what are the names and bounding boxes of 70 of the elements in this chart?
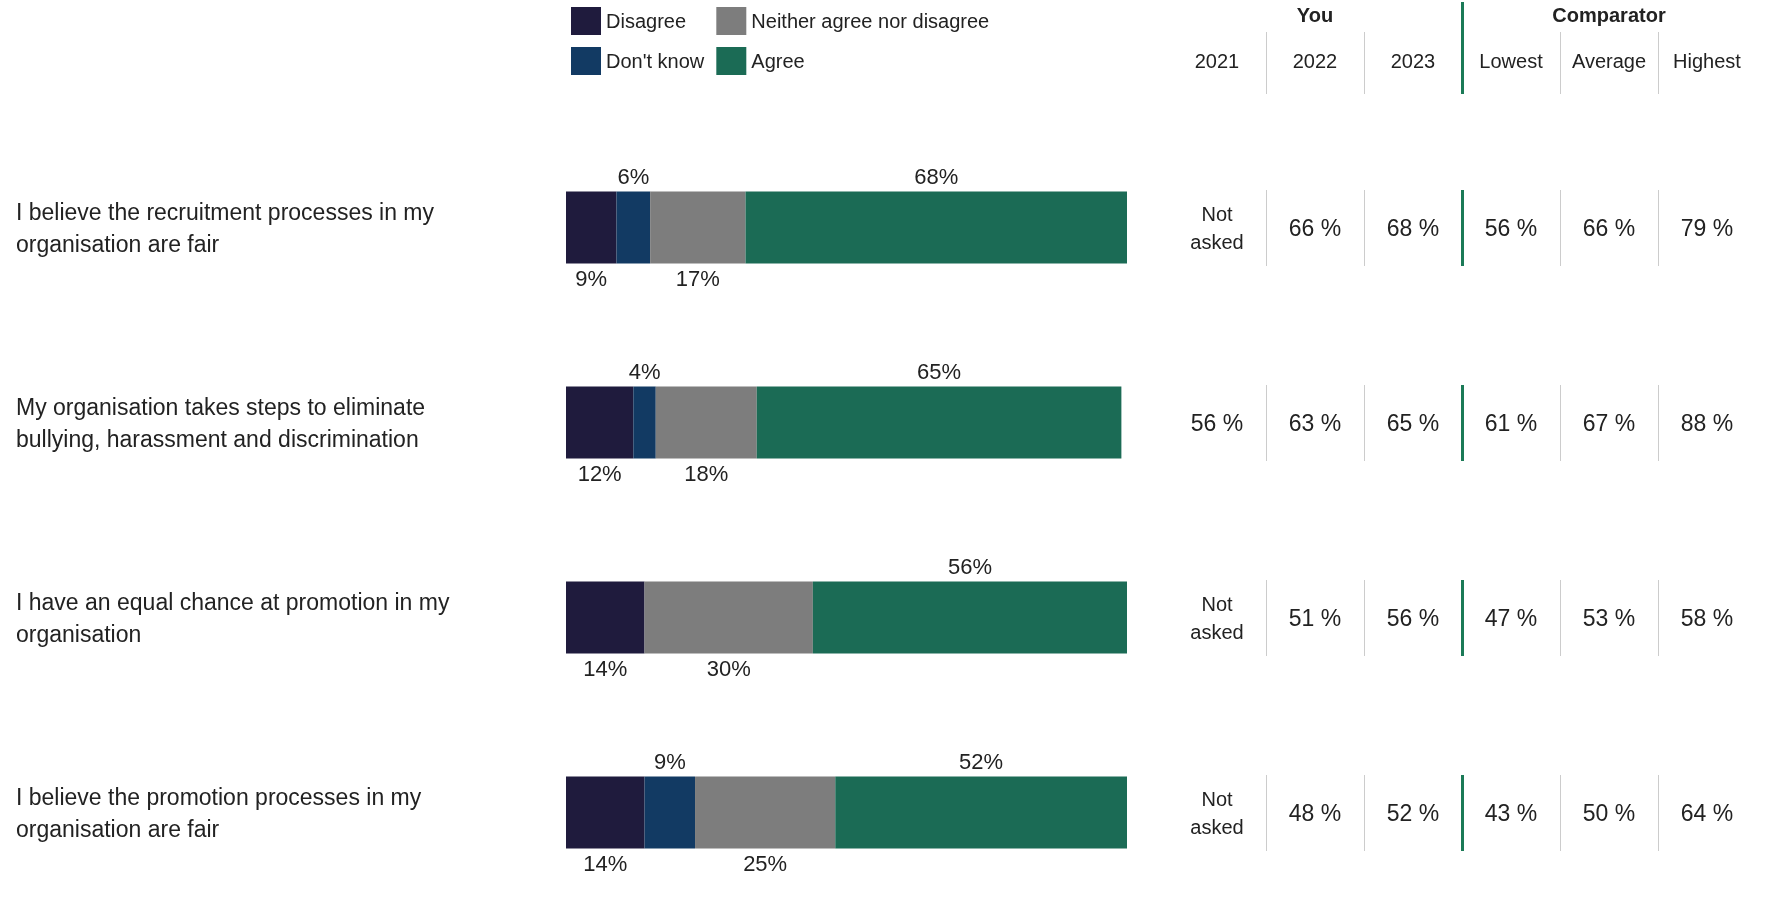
data-label: 14% [583, 851, 628, 876]
bar [616, 191, 651, 264]
text: 50 % [1582, 799, 1636, 826]
text: 51 % [1288, 604, 1342, 631]
text: 56 % [1190, 409, 1244, 436]
text: Not asked [1190, 592, 1244, 643]
text: 56 % [1484, 214, 1538, 241]
data-label: 9% [575, 266, 608, 291]
text: 47 % [1484, 604, 1538, 631]
text: Not asked [1190, 787, 1244, 838]
data-label: 25% [743, 851, 788, 876]
category-label: Highest [1672, 50, 1742, 73]
text: 88 % [1680, 409, 1734, 436]
data-label: 56% [947, 554, 992, 579]
data-label: 18% [684, 461, 729, 486]
data-label: 14% [583, 656, 628, 681]
text: You [1295, 4, 1335, 27]
data-label: 52% [959, 749, 1004, 774]
bar [566, 191, 617, 264]
text: 61 % [1484, 409, 1538, 436]
bar [655, 386, 757, 459]
y-tick-label: My organisation takes steps to eliminate bullying, harassment and discrimination [16, 393, 432, 452]
y-tick-label: I believe the recruitment processes in my organisation are fair [16, 198, 441, 257]
category-label: 2023 [1389, 50, 1437, 73]
data-label: 9% [653, 749, 686, 774]
data-label: 4% [628, 359, 661, 384]
text: 48 % [1288, 799, 1342, 826]
bar [566, 386, 634, 459]
text: Not asked [1190, 202, 1244, 253]
text: 79 % [1680, 214, 1734, 241]
text: 67 % [1582, 409, 1636, 436]
text: 43 % [1484, 799, 1538, 826]
text: Comparator [1551, 4, 1667, 27]
legend-label: Don't know [606, 50, 705, 72]
bar [812, 581, 1127, 654]
category-label: Average [1570, 50, 1648, 73]
text: 66 % [1582, 214, 1636, 241]
category-label: 2022 [1291, 50, 1339, 73]
legend-label: Neither agree nor disagree [751, 10, 990, 32]
bar [644, 776, 696, 849]
bar [695, 776, 836, 849]
y-tick-label: I have an equal chance at promotion in my organisation [16, 588, 456, 647]
bar [835, 776, 1127, 849]
text: 58 % [1680, 604, 1734, 631]
bar [745, 191, 1127, 264]
text: 65 % [1386, 409, 1440, 436]
data-label: 65% [917, 359, 962, 384]
bar [644, 581, 813, 654]
bar [650, 191, 746, 264]
data-label: 12% [577, 461, 622, 486]
text: 68 % [1386, 214, 1440, 241]
text: 52 % [1386, 799, 1440, 826]
data-label: 30% [706, 656, 751, 681]
legend-label: Agree [751, 50, 805, 72]
bar [633, 386, 656, 459]
text: 64 % [1680, 799, 1734, 826]
data-label: 68% [914, 164, 959, 189]
data-label: 6% [617, 164, 650, 189]
category-label: Lowest [1478, 50, 1544, 73]
text: 56 % [1386, 604, 1440, 631]
y-tick-label: I believe the promotion processes in my organisation are fair [16, 783, 428, 842]
text: 53 % [1582, 604, 1636, 631]
text: 66 % [1288, 214, 1342, 241]
bar [756, 386, 1122, 459]
bar [566, 581, 645, 654]
bar [566, 776, 645, 849]
category-label: 2021 [1193, 50, 1241, 73]
data-label: 17% [675, 266, 720, 291]
text: 63 % [1288, 409, 1342, 436]
legend-label: Disagree [606, 10, 687, 32]
